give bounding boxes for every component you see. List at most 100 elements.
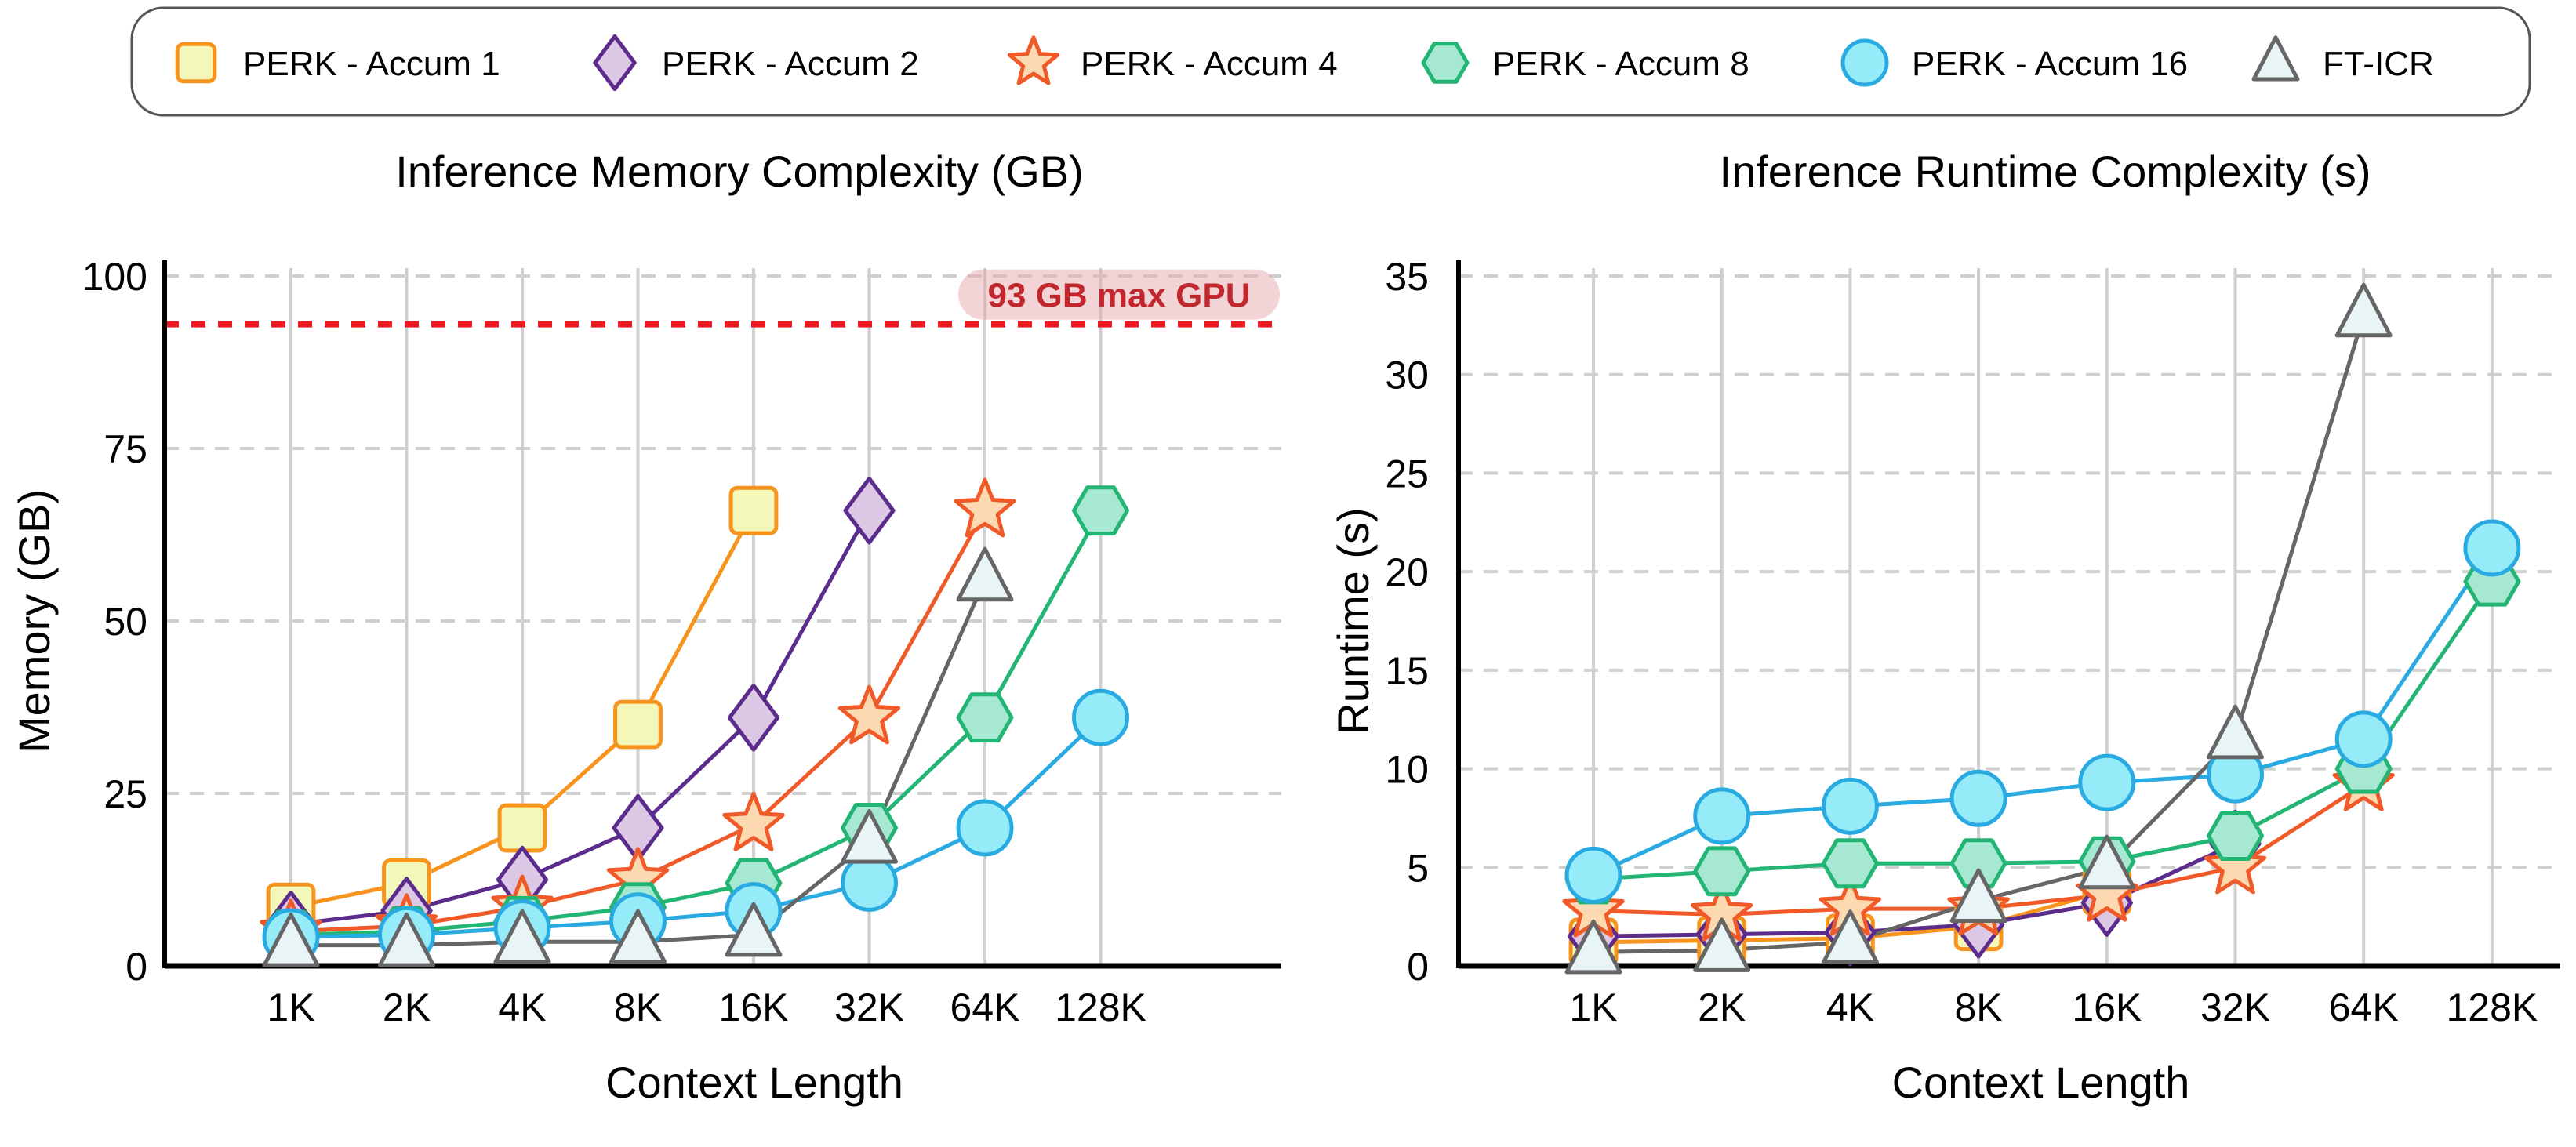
legend-item: FT-ICR: [2251, 35, 2434, 83]
data-point-hexagon: [1821, 838, 1879, 889]
data-point-hexagon: [2207, 811, 2264, 862]
legend-box: [130, 6, 2531, 117]
data-point-hexagon: [956, 692, 1014, 743]
legend-item: PERK - Accum 8: [1421, 42, 1749, 84]
data-point-triangle: [841, 809, 898, 864]
data-point-triangle: [2078, 834, 2136, 890]
data-point-triangle: [609, 909, 667, 964]
data-point-triangle: [956, 546, 1014, 602]
x-tick-label: 8K: [1955, 985, 2003, 1029]
data-point-square: [728, 485, 779, 535]
x-tick-label: 2K: [1698, 985, 1746, 1029]
legend-item: PERK - Accum 2: [593, 34, 919, 92]
y-tick-label: 75: [104, 427, 147, 471]
y-tick-label: 20: [1385, 550, 1429, 594]
legend-marker-triangle-icon: [2251, 35, 2300, 82]
data-point-square: [613, 699, 663, 750]
x-axis-label: Context Length: [605, 1058, 903, 1107]
y-tick-label: 30: [1385, 354, 1429, 397]
legend-item: PERK - Accum 4: [1007, 35, 1338, 85]
chart-title: Inference Memory Complexity (GB): [395, 147, 1084, 196]
data-point-triangle: [262, 913, 320, 967]
chart-title: Inference Runtime Complexity (s): [1720, 147, 2371, 196]
x-tick-label: 32K: [2200, 985, 2270, 1029]
y-tick-label: 0: [1407, 945, 1429, 989]
x-tick-label: 1K: [267, 985, 314, 1029]
legend-label: PERK - Accum 2: [662, 45, 919, 83]
series-markers: [1564, 282, 2393, 975]
legend-label: PERK - Accum 1: [243, 45, 500, 83]
y-tick-label: 35: [1385, 255, 1429, 299]
y-tick-label: 100: [82, 255, 147, 299]
y-tick-label: 25: [1385, 452, 1429, 495]
legend-marker-circle-icon: [1840, 38, 1889, 87]
legend: PERK - Accum 1 PERK - Accum 2 PERK - Accum…: [130, 6, 2531, 117]
x-tick-label: 32K: [834, 985, 904, 1029]
x-tick-label: 16K: [2072, 985, 2142, 1029]
series-markers: [1564, 519, 2521, 904]
data-point-circle: [1072, 688, 1129, 746]
x-tick-label: 4K: [1826, 985, 1874, 1029]
data-point-triangle: [1693, 917, 1751, 972]
series-markers: [262, 546, 1014, 967]
x-tick-label: 4K: [498, 985, 546, 1029]
y-tick-label: 50: [104, 600, 147, 644]
series-markers: [264, 476, 896, 959]
series-perk-accum-2: [290, 509, 871, 927]
legend-item: PERK - Accum 16: [1840, 38, 2188, 87]
x-tick-label: 64K: [950, 985, 1020, 1029]
data-point-hexagon: [1949, 838, 2007, 889]
y-tick-label: 25: [104, 772, 147, 816]
data-point-diamond: [843, 476, 896, 545]
memory-chart: Inference Memory Complexity (GB) 0 25 50 75 1…: [9, 147, 1281, 1107]
legend-label: PERK - Accum 16: [1912, 45, 2188, 83]
legend-marker-star-icon: [1007, 35, 1060, 85]
data-point-circle: [2078, 753, 2136, 811]
x-tick-label: 128K: [2447, 985, 2538, 1029]
threshold-label: 93 GB max GPU: [987, 277, 1250, 315]
data-point-triangle: [725, 902, 783, 957]
data-point-circle: [2463, 519, 2521, 577]
series-line: [290, 509, 871, 927]
data-point-hexagon: [1072, 485, 1129, 536]
legend-marker-diamond-icon: [593, 34, 637, 92]
data-point-triangle: [378, 913, 435, 967]
legend-item: PERK - Accum 1: [175, 42, 500, 84]
y-axis-label: Memory (GB): [9, 489, 59, 753]
y-axis-label: Runtime (s): [1328, 507, 1378, 734]
legend-label: PERK - Accum 4: [1081, 45, 1338, 83]
series-markers: [1567, 809, 2262, 971]
y-tick-label: 10: [1385, 748, 1429, 792]
data-point-triangle: [1821, 909, 1879, 964]
runtime-chart: Inference Runtime Complexity (s) 0 5 10 15 20…: [1328, 147, 2560, 1107]
data-point-triangle: [2207, 704, 2264, 760]
x-tick-label: 16K: [719, 985, 789, 1029]
data-point-triangle: [2334, 282, 2393, 338]
legend-marker-hexagon-icon: [1421, 42, 1470, 84]
data-point-triangle: [493, 909, 551, 964]
data-point-circle: [956, 799, 1014, 857]
legend-label: PERK - Accum 8: [1492, 45, 1749, 83]
data-point-star: [722, 792, 785, 851]
y-tick-label: 5: [1407, 846, 1429, 890]
y-tick-label: 0: [125, 945, 147, 989]
data-point-star: [837, 684, 901, 745]
y-tick-label: 15: [1385, 649, 1429, 693]
x-tick-label: 128K: [1055, 985, 1146, 1029]
data-point-diamond: [727, 683, 780, 752]
data-point-hexagon: [1693, 846, 1751, 897]
legend-marker-square-icon: [175, 42, 217, 84]
data-point-star: [2204, 834, 2267, 895]
data-point-circle: [1564, 846, 1622, 904]
x-tick-label: 8K: [614, 985, 662, 1029]
threshold-label-background: [958, 269, 1280, 320]
x-tick-label: 64K: [2329, 985, 2399, 1029]
x-axis-label: Context Length: [1892, 1058, 2190, 1107]
data-point-circle: [1821, 777, 1879, 835]
data-point-triangle: [1564, 919, 1622, 975]
data-point-star: [954, 477, 1016, 538]
data-point-circle: [841, 854, 898, 912]
data-point-circle: [2334, 710, 2393, 768]
data-point-circle: [1949, 769, 2007, 827]
